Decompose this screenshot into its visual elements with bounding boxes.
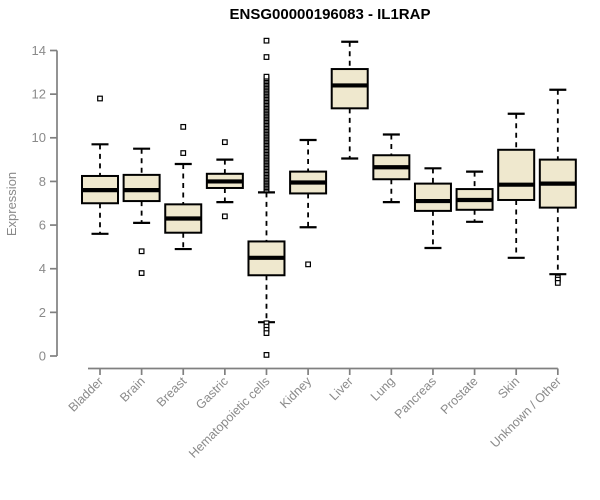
x-tick-label: Lung — [368, 374, 398, 404]
iqr-box — [497, 148, 536, 201]
box-group-pancreas — [413, 167, 452, 250]
outlier-point — [263, 330, 270, 336]
box-group-liver — [330, 40, 369, 160]
outlier-point — [221, 139, 228, 146]
box-group-gastric — [205, 139, 244, 220]
y-tick-label: 12 — [32, 87, 46, 102]
box-group-brain — [122, 147, 161, 276]
outlier-point — [138, 248, 145, 255]
y-tick-label: 8 — [39, 174, 46, 189]
y-tick-label: 6 — [39, 217, 46, 232]
iqr-box — [330, 68, 369, 110]
x-tick-label: Brain — [117, 374, 148, 405]
box-group-breast — [164, 123, 203, 251]
outlier-point — [263, 54, 270, 60]
y-tick-label: 2 — [39, 305, 46, 320]
outlier-point — [263, 37, 270, 44]
iqr-box — [122, 173, 161, 203]
outlier-point — [221, 213, 228, 220]
outlier-point — [554, 279, 561, 286]
axes-group: 0 2 4 6 8 10 12 14 Bladder Brain Breast GastricHema… — [32, 43, 564, 461]
chart-title: ENSG00000196083 - IL1RAP — [229, 6, 431, 23]
x-tick-label: Bladder — [66, 374, 106, 414]
outlier-point — [263, 73, 270, 80]
y-tick-label: 0 — [39, 348, 46, 363]
box-group-hematopoietic-cells — [247, 37, 286, 358]
outlier-point — [263, 352, 270, 358]
y-tick-label: 14 — [32, 43, 46, 58]
x-tick-label: Prostate — [438, 374, 481, 417]
x-tick-label: Skin — [495, 374, 522, 401]
outlier-point — [305, 261, 311, 268]
box-group-prostate — [455, 170, 494, 223]
boxes-group — [81, 37, 577, 358]
box-group-kidney — [289, 138, 328, 268]
box-group-skin — [497, 112, 536, 259]
x-tick-label: Unknown / Other — [488, 374, 564, 450]
x-tick-label: Breast — [154, 374, 190, 410]
y-tick-label: 4 — [39, 261, 46, 276]
outlier-point — [97, 95, 103, 102]
x-tick-label: Kidney — [277, 374, 314, 411]
box-group-bladder — [81, 95, 119, 235]
y-axis-title: Expression — [4, 172, 19, 236]
iqr-box — [413, 182, 452, 212]
outlier-point — [138, 270, 145, 276]
x-tick-label: Hematopoietic cells — [186, 374, 273, 461]
outlier-point — [180, 123, 187, 130]
x-tick-label: Liver — [327, 374, 356, 403]
box-group-lung — [372, 133, 411, 204]
x-tick-label: Pancreas — [392, 374, 439, 421]
x-tick-label: Gastric — [193, 374, 231, 412]
y-tick-label: 10 — [32, 130, 46, 145]
outlier-point — [180, 150, 187, 156]
box-group-unknown-other — [538, 88, 577, 286]
